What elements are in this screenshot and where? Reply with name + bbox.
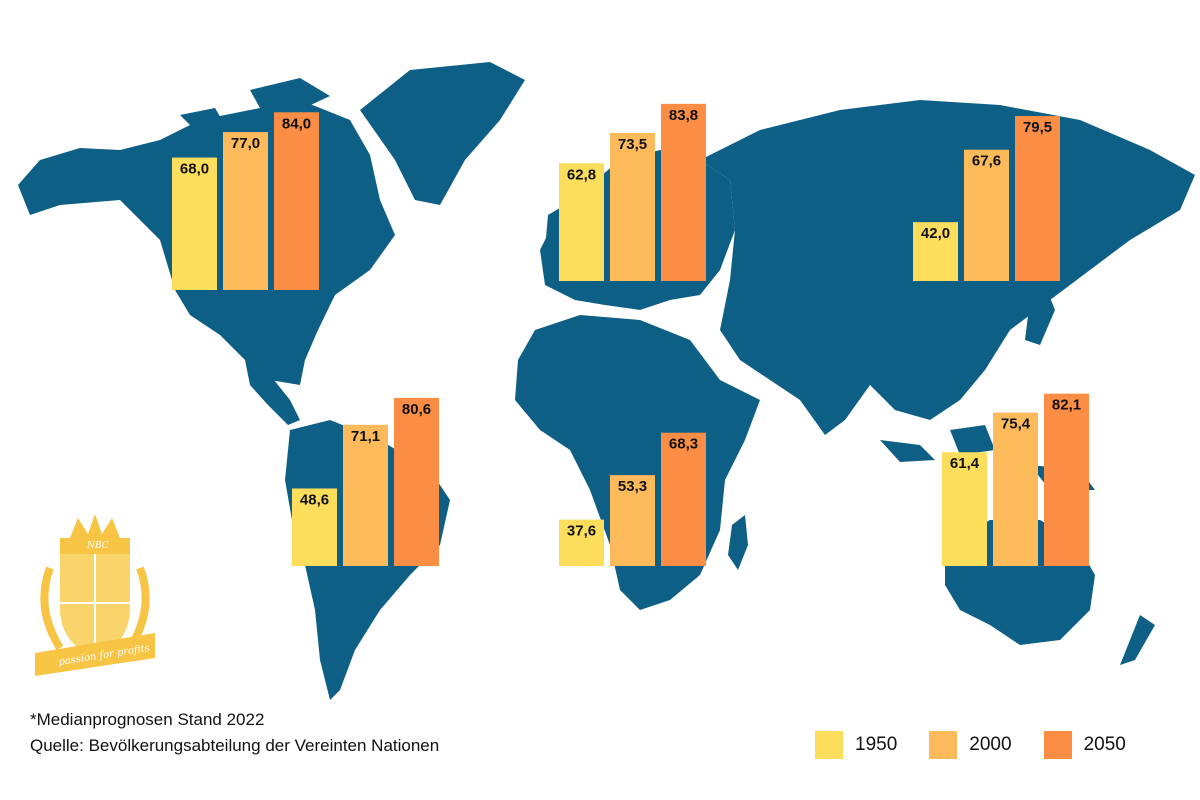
bar-südamerika-1950 <box>292 488 337 566</box>
legend-swatch-2050 <box>1043 731 1072 759</box>
bar-europa-2050 <box>661 103 706 281</box>
bar-asien-2000 <box>964 149 1009 281</box>
bar-label-afrika-1950: 37,6 <box>567 523 596 540</box>
bar-label-afrika-2000: 53,3 <box>618 478 647 495</box>
legend-item-2050: 2050 <box>1043 731 1126 759</box>
legend-label-2000: 2000 <box>969 734 1012 755</box>
legend-swatch-2000 <box>929 731 958 759</box>
bar-label-europa-2000: 73,5 <box>618 136 647 153</box>
island-indonesia-1 <box>880 440 935 462</box>
bar-nordamerika-2000 <box>223 132 268 290</box>
island-indonesia-2 <box>950 425 995 455</box>
bar-label-nordamerika-2000: 77,0 <box>231 135 260 152</box>
bar-groups: 68,0 77,0 84,0 62,8 73,5 83,8 42,0 67,6 79,5 48,6… <box>172 103 1089 566</box>
footnote-source: Quelle: Bevölkerungsabteilung der Verein… <box>30 736 440 755</box>
legend-item-1950: 1950 <box>815 731 897 759</box>
bar-label-südamerika-2050: 80,6 <box>402 401 431 418</box>
bar-asien-2050 <box>1015 116 1060 281</box>
continent-central-america <box>245 360 300 425</box>
bar-nordamerika-2050 <box>274 112 319 290</box>
bar-europa-2000 <box>610 132 655 281</box>
island-arctic-1 <box>250 78 330 110</box>
bar-europa-1950 <box>559 163 604 281</box>
legend-swatch-1950 <box>815 731 843 759</box>
bar-südamerika-2000 <box>343 424 388 566</box>
bar-label-asien-2000: 67,6 <box>972 153 1001 170</box>
bar-label-ozeanien-2050: 82,1 <box>1052 397 1081 414</box>
bar-label-nordamerika-2050: 84,0 <box>282 115 311 132</box>
bar-label-afrika-2050: 68,3 <box>669 436 698 453</box>
bar-label-ozeanien-2000: 75,4 <box>1001 416 1031 433</box>
island-greenland <box>360 62 525 205</box>
legend-label-1950: 1950 <box>855 734 898 755</box>
legend-item-2000: 2000 <box>929 731 1012 759</box>
bar-afrika-2050 <box>661 432 706 566</box>
bar-afrika-1950 <box>559 519 604 566</box>
bar-ozeanien-2000 <box>993 412 1038 566</box>
bar-label-ozeanien-1950: 61,4 <box>950 455 980 472</box>
bar-label-südamerika-1950: 48,6 <box>300 491 329 508</box>
bar-asien-1950 <box>913 222 958 281</box>
legend-label-2050: 2050 <box>1083 734 1126 755</box>
footnote-median: *Medianprognosen Stand 2022 <box>30 710 265 729</box>
island-japan <box>1025 285 1055 345</box>
bar-nordamerika-1950 <box>172 157 217 290</box>
bar-afrika-2000 <box>610 475 655 566</box>
bar-label-asien-1950: 42,0 <box>921 225 950 242</box>
bar-ozeanien-2050 <box>1044 393 1089 566</box>
bar-label-nordamerika-1950: 68,0 <box>180 161 209 178</box>
island-new-zealand <box>1120 615 1155 665</box>
bar-label-europa-1950: 62,8 <box>567 166 596 183</box>
bar-label-asien-2050: 79,5 <box>1023 119 1052 136</box>
bar-südamerika-2050 <box>394 397 439 566</box>
bar-label-südamerika-2000: 71,1 <box>351 428 380 445</box>
company-logo: NBC passion for profits <box>30 508 160 683</box>
island-arctic-2 <box>180 108 225 130</box>
bar-ozeanien-1950 <box>942 452 987 566</box>
island-madagascar <box>728 515 748 570</box>
legend: 1950 2000 2050 <box>815 731 1158 759</box>
logo-badge-text: NBC <box>87 541 109 551</box>
bar-label-europa-2050: 83,8 <box>669 107 698 124</box>
crest-icon <box>35 514 155 676</box>
